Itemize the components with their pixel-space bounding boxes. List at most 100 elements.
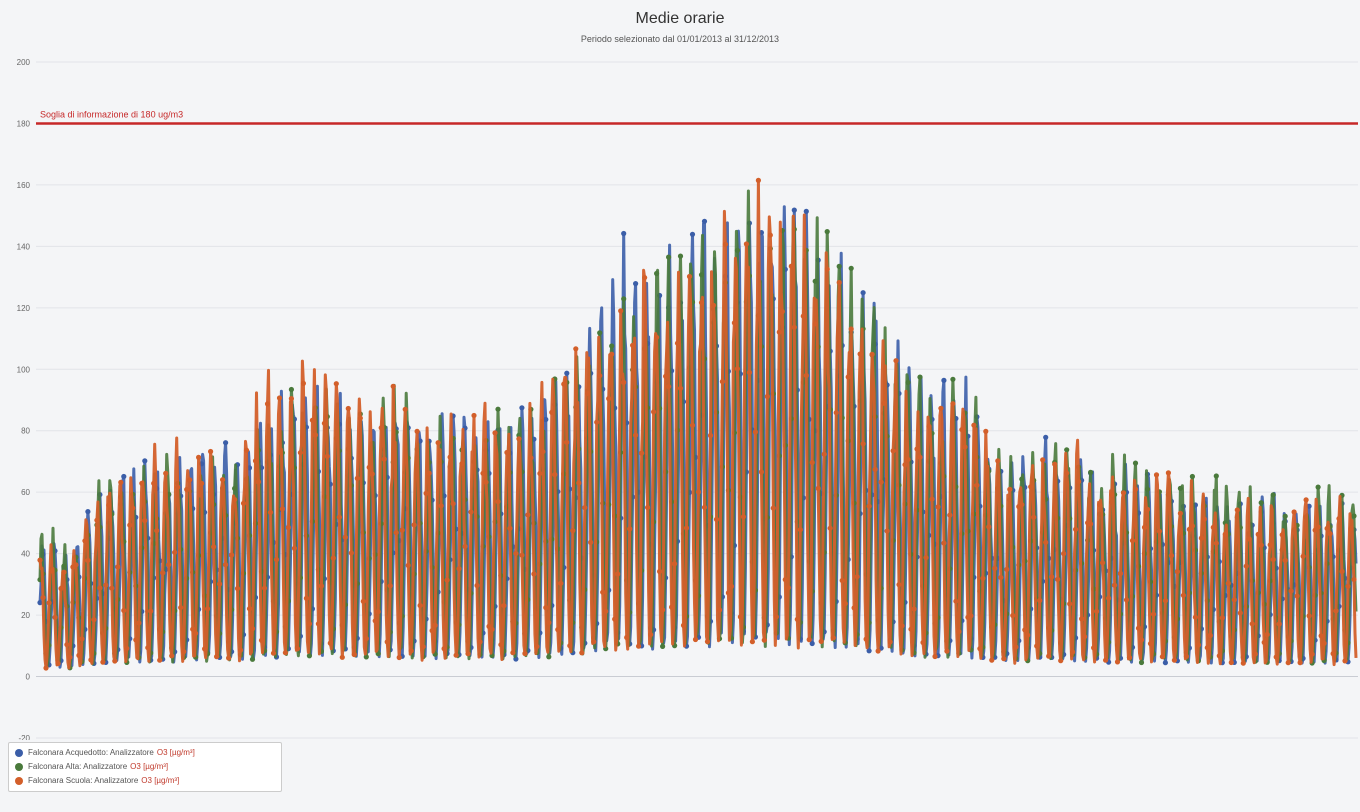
data-point[interactable] [300,380,306,386]
data-point[interactable] [926,423,932,429]
data-point[interactable] [378,425,384,431]
data-point[interactable] [1234,507,1240,513]
data-point[interactable] [911,606,917,612]
data-point[interactable] [558,580,564,586]
data-point[interactable] [666,254,672,260]
data-point[interactable] [85,557,91,564]
data-point[interactable] [606,396,612,402]
data-point[interactable] [91,617,97,623]
data-point[interactable] [408,648,414,654]
data-point[interactable] [1013,644,1019,650]
data-point[interactable] [154,528,160,534]
data-point[interactable] [932,653,938,660]
data-point[interactable] [567,643,573,649]
data-point[interactable] [764,393,770,400]
data-point[interactable] [40,595,46,601]
data-point[interactable] [423,490,429,496]
data-point[interactable] [1019,476,1025,482]
data-point[interactable] [1061,551,1067,557]
data-point[interactable] [181,649,187,655]
data-point[interactable] [654,334,660,340]
data-point[interactable] [405,562,411,569]
data-point[interactable] [848,265,854,271]
data-point[interactable] [800,313,806,319]
data-point[interactable] [591,639,597,645]
data-point[interactable] [686,273,693,280]
data-point[interactable] [205,606,211,612]
data-point[interactable] [264,401,271,407]
data-point[interactable] [734,366,741,372]
data-point[interactable] [624,634,630,641]
data-point[interactable] [902,462,908,468]
data-point[interactable] [660,607,666,613]
data-point[interactable] [1129,538,1136,544]
data-point[interactable] [519,405,525,411]
data-point[interactable] [633,281,639,287]
data-point[interactable] [214,654,220,660]
data-point[interactable] [465,651,471,657]
data-point[interactable] [537,470,543,477]
data-point[interactable] [366,464,372,470]
data-point[interactable] [743,241,750,247]
data-point[interactable] [456,566,462,572]
data-point[interactable] [426,470,432,476]
data-point[interactable] [947,512,953,518]
data-point[interactable] [1031,514,1037,520]
data-point[interactable] [1303,497,1309,503]
data-point[interactable] [546,654,552,660]
data-point[interactable] [1034,643,1040,649]
data-point[interactable] [863,636,869,642]
data-point[interactable] [549,409,555,415]
data-point[interactable] [1001,656,1007,662]
data-point[interactable] [142,518,148,524]
data-point[interactable] [1222,531,1228,537]
data-point[interactable] [480,470,486,476]
data-point[interactable] [983,428,989,434]
data-point[interactable] [875,648,881,654]
data-point[interactable] [1055,576,1061,582]
data-point[interactable] [956,629,962,635]
data-point[interactable] [324,453,330,459]
data-point[interactable] [1091,645,1097,651]
data-point[interactable] [67,654,73,660]
data-point[interactable] [905,456,911,463]
data-point[interactable] [318,583,324,589]
data-point[interactable] [609,343,615,349]
data-point[interactable] [546,620,552,626]
data-point[interactable] [190,626,196,632]
data-point[interactable] [836,279,842,286]
data-point[interactable] [1192,614,1198,620]
data-point[interactable] [1267,542,1273,548]
data-point[interactable] [1028,484,1034,490]
data-point[interactable] [234,585,241,592]
data-point[interactable] [663,373,669,379]
data-point[interactable] [444,577,450,583]
data-point[interactable] [202,646,208,652]
data-point[interactable] [375,609,381,615]
data-point[interactable] [642,275,648,281]
data-point[interactable] [1273,654,1279,660]
data-point[interactable] [420,644,426,650]
data-point[interactable] [692,636,699,643]
data-point[interactable] [1144,486,1151,492]
data-point[interactable] [707,432,714,439]
data-point[interactable] [345,405,351,412]
data-point[interactable] [950,376,956,382]
data-point[interactable] [839,577,845,584]
data-point[interactable] [417,602,423,609]
data-point[interactable] [1156,528,1162,534]
data-point[interactable] [1162,660,1168,666]
data-point[interactable] [1132,460,1139,466]
data-point[interactable] [1138,637,1145,643]
data-point[interactable] [288,396,294,402]
data-point[interactable] [1100,560,1106,566]
data-point[interactable] [677,253,684,259]
data-point[interactable] [716,607,723,613]
data-point[interactable] [127,522,133,528]
data-point[interactable] [273,557,280,563]
data-point[interactable] [893,358,899,364]
data-point[interactable] [291,545,297,551]
data-point[interactable] [435,440,441,446]
data-point[interactable] [1351,513,1357,519]
data-point[interactable] [339,654,345,660]
